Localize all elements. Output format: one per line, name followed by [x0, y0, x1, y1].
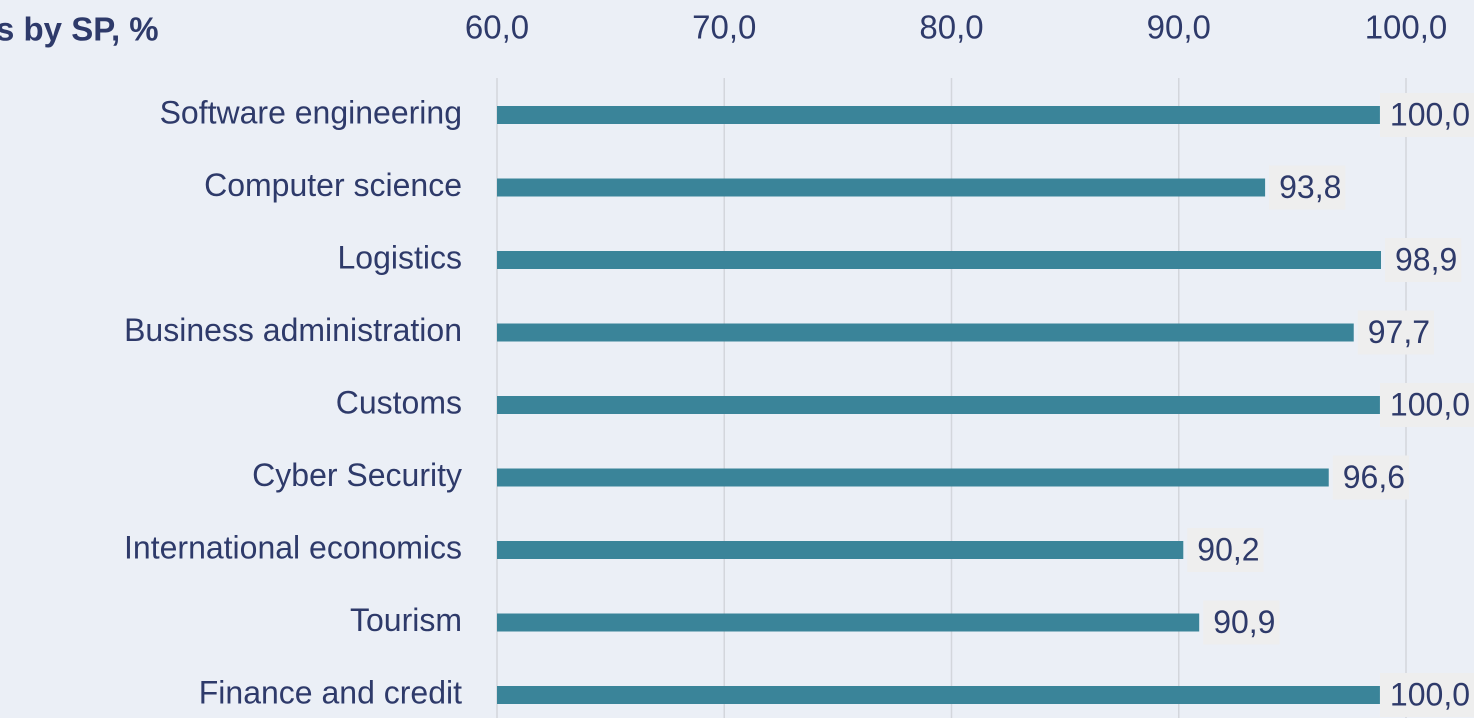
- x-tick-label: 60,0: [465, 9, 529, 46]
- category-label: Logistics: [338, 239, 463, 275]
- value-label-bg: [1269, 165, 1346, 210]
- value-label-bg: [1379, 383, 1474, 427]
- x-tick-label: 70,0: [692, 9, 756, 46]
- bar: [497, 541, 1184, 559]
- chart-title: s by SP, %: [0, 11, 159, 48]
- value-label-bg: [1187, 528, 1264, 572]
- bar: [497, 178, 1266, 197]
- value-label: 90,9: [1213, 604, 1275, 640]
- value-label: 96,6: [1343, 459, 1405, 495]
- value-label: 97,7: [1368, 314, 1430, 350]
- value-label-bg: [1379, 673, 1474, 717]
- x-tick-label: 80,0: [919, 9, 983, 46]
- value-label-bg: [1379, 93, 1474, 137]
- value-label-bg: [1332, 455, 1410, 500]
- bar: [497, 468, 1329, 487]
- bar: [497, 323, 1354, 342]
- category-label: Business administration: [124, 312, 462, 348]
- category-label: Software engineering: [160, 94, 462, 130]
- bar: [497, 613, 1200, 632]
- category-label: Customs: [336, 384, 462, 420]
- value-label: 90,2: [1197, 531, 1259, 567]
- bar: [497, 251, 1382, 269]
- category-label: Computer science: [204, 167, 462, 203]
- value-label: 98,9: [1395, 241, 1457, 277]
- category-label: International economics: [124, 529, 462, 565]
- value-label-bg: [1357, 310, 1435, 355]
- x-tick-label: 100,0: [1365, 9, 1448, 46]
- value-label: 100,0: [1390, 676, 1470, 712]
- value-label: 100,0: [1390, 96, 1470, 132]
- value-label: 100,0: [1390, 386, 1470, 422]
- x-tick-label: 90,0: [1147, 9, 1211, 46]
- value-label: 93,8: [1279, 169, 1341, 205]
- value-label-bg: [1203, 600, 1280, 645]
- category-label: Finance and credit: [199, 674, 462, 710]
- bar: [497, 396, 1406, 414]
- value-label-bg: [1385, 238, 1462, 282]
- category-label: Tourism: [350, 602, 462, 638]
- category-label: Cyber Security: [252, 457, 462, 493]
- bar: [497, 686, 1406, 704]
- bar: [497, 106, 1406, 124]
